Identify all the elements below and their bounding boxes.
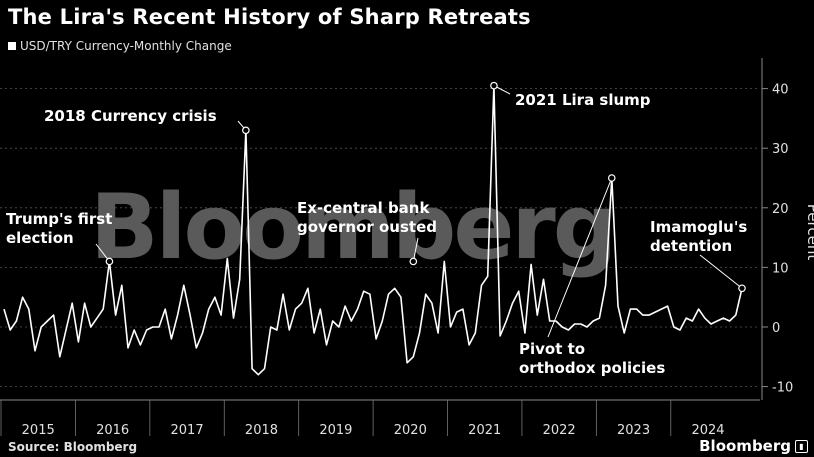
annotation-marker bbox=[105, 257, 114, 266]
brand-text: Bloomberg bbox=[699, 437, 791, 455]
x-tick-label: 2024 bbox=[691, 423, 724, 438]
x-tick-label: 2023 bbox=[617, 423, 650, 438]
y-axis-label: Percent bbox=[804, 204, 814, 261]
annotation-label: detention bbox=[650, 237, 732, 255]
annotation-label: Imamoglu's bbox=[650, 218, 747, 236]
annotation-leader bbox=[547, 177, 613, 338]
brand-logo: Bloomberg ▮ bbox=[699, 437, 808, 455]
x-tick-label: 2020 bbox=[394, 423, 427, 438]
annotation-label: Ex-central bank bbox=[297, 199, 430, 217]
series-line bbox=[3, 84, 743, 376]
y-tick-label: 30 bbox=[772, 142, 789, 157]
legend: USD/TRY Currency-Monthly Change bbox=[8, 39, 232, 53]
watermark: Bloomberg bbox=[90, 175, 614, 280]
y-tick-label: 40 bbox=[772, 83, 789, 98]
x-tick-label: 2021 bbox=[468, 423, 501, 438]
annotation-label: 2018 Currency crisis bbox=[44, 107, 217, 125]
x-tick-label: 2022 bbox=[543, 423, 576, 438]
annotation-leader bbox=[412, 237, 419, 262]
y-tick-label: 10 bbox=[772, 261, 789, 276]
chart-title: The Lira's Recent History of Sharp Retre… bbox=[8, 5, 531, 29]
annotation-marker bbox=[738, 284, 746, 293]
annotation-label: governor ousted bbox=[297, 218, 437, 236]
x-tick-label: 2018 bbox=[245, 423, 278, 438]
annotation-label: election bbox=[6, 229, 74, 247]
y-tick-label: 0 bbox=[772, 321, 780, 336]
y-tick-label: 20 bbox=[772, 202, 789, 217]
annotation-leader bbox=[699, 254, 743, 289]
legend-swatch bbox=[8, 42, 16, 50]
annotation-label: orthodox policies bbox=[519, 359, 665, 377]
x-tick-label: 2017 bbox=[171, 423, 204, 438]
annotation-marker bbox=[607, 174, 616, 182]
x-tick-label: 2016 bbox=[96, 423, 129, 438]
x-tick-label: 2015 bbox=[22, 423, 55, 438]
annotation-label: Trump's first bbox=[6, 210, 112, 228]
bloomberg-icon: ▮ bbox=[795, 439, 808, 453]
x-tick-label: 2019 bbox=[319, 423, 352, 438]
source-note: Source: Bloomberg bbox=[8, 440, 138, 454]
annotation-marker bbox=[242, 126, 250, 135]
y-tick-label: -10 bbox=[772, 381, 793, 396]
annotation-marker bbox=[490, 81, 498, 90]
annotation-label: Pivot to bbox=[519, 340, 585, 358]
annotation-marker bbox=[409, 257, 418, 266]
legend-label: USD/TRY Currency-Monthly Change bbox=[20, 39, 232, 53]
annotation-label: 2021 Lira slump bbox=[515, 91, 651, 109]
